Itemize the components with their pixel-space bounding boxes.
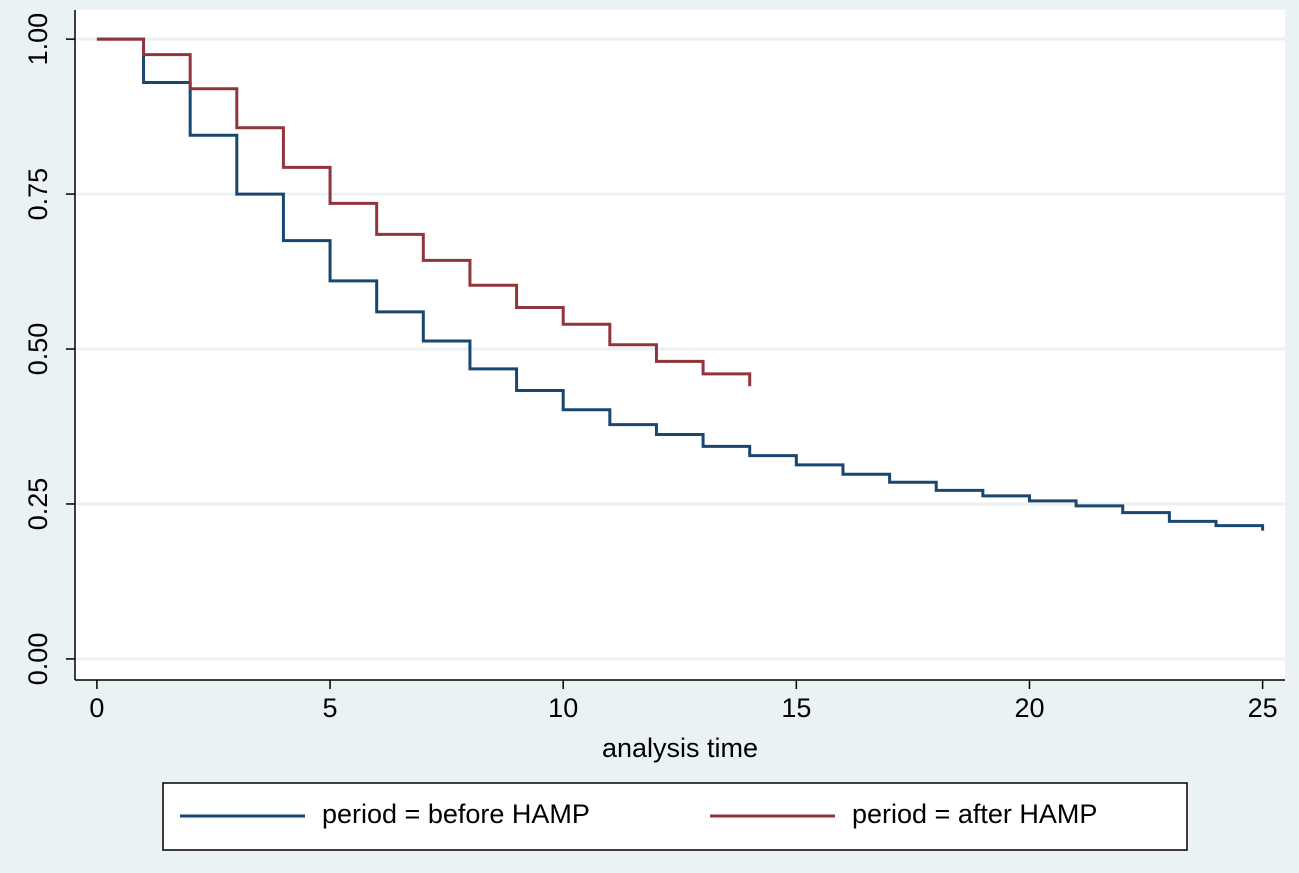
series-line: [96, 37, 752, 387]
x-tick-label: 15: [781, 693, 811, 723]
y-tick-label: 0.50: [23, 323, 53, 376]
plot-area: [75, 10, 1285, 680]
legend-label: period = after HAMP: [852, 799, 1097, 829]
y-tick-label: 0.00: [23, 633, 53, 686]
x-tick-label: 5: [323, 693, 338, 723]
x-tick-label: 20: [1014, 693, 1044, 723]
x-tick-label: 10: [548, 693, 578, 723]
y-tick-label: 0.75: [23, 168, 53, 221]
y-tick-label: 0.25: [23, 478, 53, 531]
y-tick-label: 1.00: [23, 13, 53, 66]
x-tick-label: 0: [89, 693, 104, 723]
x-axis-label: analysis time: [602, 733, 758, 763]
legend-box: [162, 782, 1188, 851]
legend-label: period = before HAMP: [322, 799, 590, 829]
series-line: [96, 37, 1265, 531]
x-tick-label: 25: [1248, 693, 1278, 723]
